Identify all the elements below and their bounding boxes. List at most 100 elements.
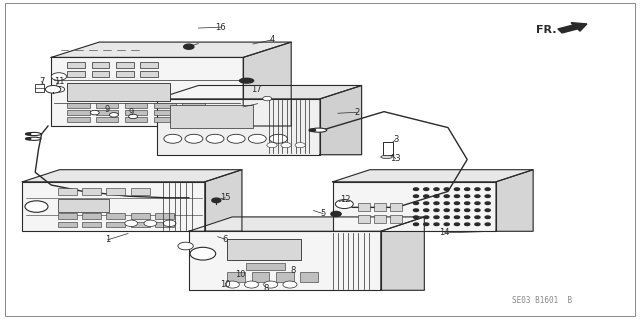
Text: 8: 8	[263, 284, 268, 293]
Bar	[276, 272, 294, 282]
Ellipse shape	[309, 129, 316, 131]
Text: 9: 9	[105, 105, 110, 114]
Bar	[154, 103, 176, 108]
Circle shape	[485, 188, 490, 190]
Circle shape	[434, 216, 439, 219]
Text: 14: 14	[440, 228, 450, 237]
Circle shape	[45, 85, 61, 93]
Bar	[96, 117, 118, 122]
Bar	[182, 103, 205, 108]
Bar	[131, 188, 150, 195]
Bar	[390, 203, 402, 211]
Polygon shape	[496, 170, 533, 231]
Ellipse shape	[239, 78, 253, 83]
Circle shape	[413, 202, 419, 204]
Bar	[67, 110, 90, 115]
Circle shape	[225, 281, 239, 288]
Circle shape	[485, 209, 490, 211]
Bar	[358, 215, 370, 223]
Text: 6: 6	[223, 235, 228, 244]
Circle shape	[267, 143, 277, 148]
Circle shape	[475, 216, 480, 219]
Bar	[154, 117, 176, 122]
Bar	[252, 272, 269, 282]
Polygon shape	[189, 217, 424, 231]
Text: 15: 15	[220, 193, 230, 202]
Circle shape	[248, 134, 266, 143]
Bar	[300, 272, 318, 282]
Circle shape	[434, 195, 439, 197]
Text: 10: 10	[220, 280, 230, 289]
Circle shape	[184, 44, 194, 49]
Circle shape	[295, 143, 305, 148]
Circle shape	[178, 242, 193, 250]
Circle shape	[163, 220, 176, 226]
Circle shape	[475, 195, 480, 197]
Circle shape	[434, 202, 439, 204]
Circle shape	[465, 202, 470, 204]
Circle shape	[444, 195, 449, 197]
Polygon shape	[51, 42, 291, 57]
Bar	[82, 188, 101, 195]
Circle shape	[444, 202, 449, 204]
Circle shape	[434, 209, 439, 211]
Bar	[82, 222, 101, 227]
Bar	[67, 62, 85, 68]
Circle shape	[475, 202, 480, 204]
Circle shape	[485, 223, 490, 226]
Circle shape	[465, 216, 470, 219]
Bar	[182, 110, 205, 115]
Text: 7: 7	[39, 77, 44, 86]
Text: 16: 16	[216, 23, 226, 32]
Circle shape	[335, 200, 353, 209]
Circle shape	[212, 198, 221, 203]
Bar	[227, 239, 301, 260]
Circle shape	[444, 209, 449, 211]
Text: 1: 1	[105, 235, 110, 244]
Bar	[374, 203, 386, 211]
Circle shape	[465, 209, 470, 211]
Circle shape	[283, 281, 297, 288]
FancyBboxPatch shape	[22, 182, 205, 231]
Ellipse shape	[311, 128, 327, 132]
Circle shape	[475, 188, 480, 190]
Circle shape	[454, 202, 460, 204]
Bar	[374, 215, 386, 223]
Bar	[35, 84, 44, 92]
Bar	[246, 263, 285, 270]
FancyBboxPatch shape	[51, 57, 243, 126]
Circle shape	[454, 188, 460, 190]
Bar	[116, 71, 134, 77]
Bar	[182, 117, 205, 122]
Bar	[82, 213, 101, 219]
Polygon shape	[243, 42, 291, 126]
Text: 11: 11	[54, 77, 64, 86]
Bar	[155, 222, 174, 227]
Circle shape	[51, 73, 67, 80]
Circle shape	[465, 195, 470, 197]
Circle shape	[227, 134, 245, 143]
Bar	[154, 110, 176, 115]
Ellipse shape	[26, 133, 31, 135]
Bar	[155, 213, 174, 219]
Bar	[106, 213, 125, 219]
Text: 12: 12	[340, 195, 351, 204]
Circle shape	[454, 209, 460, 211]
Circle shape	[331, 211, 341, 217]
Circle shape	[413, 195, 419, 197]
Circle shape	[206, 134, 224, 143]
Circle shape	[424, 202, 429, 204]
Bar	[125, 117, 147, 122]
Circle shape	[244, 281, 259, 288]
Ellipse shape	[27, 132, 41, 136]
Bar	[125, 103, 147, 108]
Circle shape	[424, 209, 429, 211]
Bar	[383, 142, 393, 155]
Bar	[140, 71, 158, 77]
Circle shape	[444, 216, 449, 219]
Bar	[58, 188, 77, 195]
Polygon shape	[157, 85, 362, 99]
Circle shape	[164, 134, 182, 143]
Text: 4: 4	[269, 35, 275, 44]
Bar	[67, 71, 85, 77]
